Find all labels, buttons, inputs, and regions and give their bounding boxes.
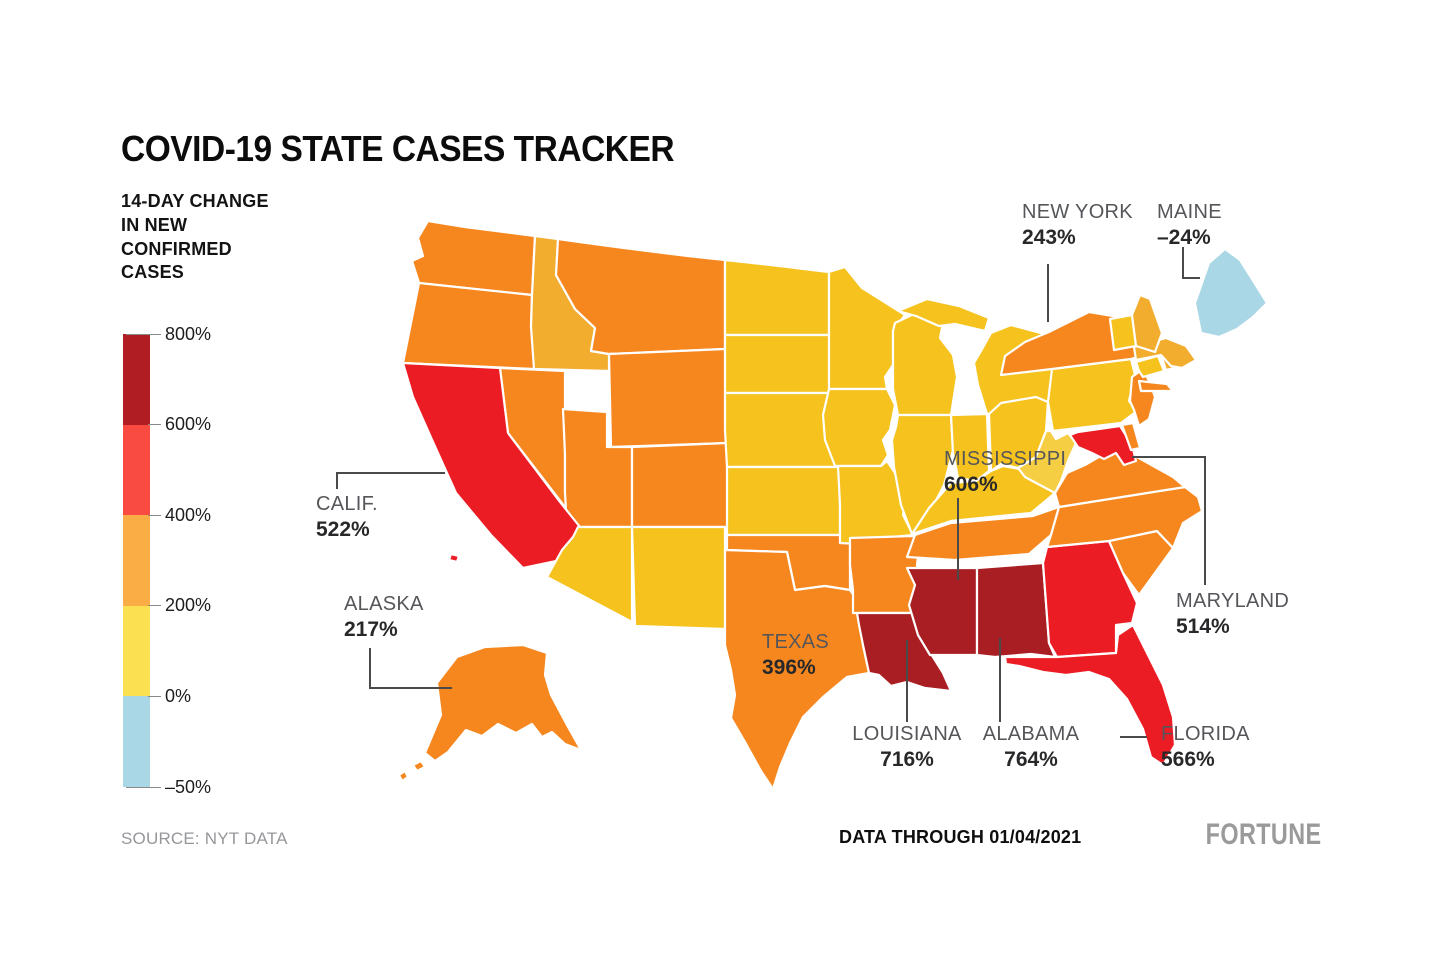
state-new-york[interactable]	[999, 310, 1139, 377]
legend-tick-neg50: –50%	[126, 775, 211, 799]
state-north-dakota[interactable]	[723, 258, 831, 337]
callout-new-york: NEW YORK 243%	[1022, 201, 1133, 250]
legend-title: 14-DAY CHANGE IN NEW CONFIRMED CASES	[121, 190, 269, 285]
callout-state-value: 243%	[1022, 226, 1076, 249]
callout-alaska: ALASKA 217%	[344, 593, 424, 642]
state-iowa[interactable]	[821, 387, 897, 468]
tick-mark	[148, 604, 161, 606]
legend-tick-200: 200%	[148, 593, 211, 617]
callout-state-value: 396%	[762, 656, 816, 679]
callout-lines	[336, 247, 1206, 738]
state-kentucky[interactable]	[910, 457, 1057, 536]
callout-louisiana: LOUISIANA 716%	[845, 723, 969, 772]
legend-tick-0: 0%	[148, 684, 191, 708]
tick-label: –50%	[165, 776, 212, 797]
callout-state-name: NEW YORK	[1022, 201, 1133, 223]
callout-state-value: 716%	[880, 748, 934, 771]
callout-state-value: 217%	[344, 618, 398, 641]
state-north-carolina[interactable]	[1045, 485, 1204, 550]
tick-mark	[148, 695, 161, 697]
legend-title-line: CONFIRMED	[121, 238, 232, 259]
callout-state-name: MAINE	[1157, 201, 1222, 223]
callout-line-maryland	[1132, 456, 1206, 585]
legend-band-0-200	[123, 605, 150, 697]
state-south-dakota[interactable]	[723, 333, 833, 395]
state-california[interactable]	[401, 361, 587, 570]
tick-label: 800%	[165, 323, 212, 344]
callout-state-value: 514%	[1176, 615, 1230, 638]
legend-tick-600: 600%	[148, 412, 211, 436]
data-through-note: DATA THROUGH 01/04/2021	[839, 827, 1082, 847]
callout-state-name: CALIF.	[316, 493, 378, 515]
tick-label: 600%	[165, 413, 212, 434]
legend-color-bar	[123, 334, 150, 787]
state-maine[interactable]	[1193, 247, 1269, 339]
state-nebraska[interactable]	[723, 391, 840, 469]
state-maryland[interactable]	[1068, 424, 1138, 467]
callout-state-value: 606%	[944, 473, 998, 496]
state-pennsylvania[interactable]	[1046, 357, 1139, 433]
source-credit: SOURCE: NYT DATA	[121, 829, 288, 848]
callout-state-value: 566%	[1161, 748, 1215, 771]
state-alaska-island[interactable]	[411, 759, 427, 773]
callout-mississippi: MISSISSIPPI 606%	[944, 448, 1066, 497]
callout-state-name: LOUISIANA	[852, 723, 962, 745]
callout-state-name: MISSISSIPPI	[944, 448, 1067, 470]
state-montana[interactable]	[554, 237, 727, 356]
state-delaware[interactable]	[1120, 421, 1142, 452]
state-wyoming[interactable]	[607, 347, 729, 449]
legend-band-200-400	[123, 515, 150, 606]
tick-mark	[148, 423, 161, 425]
legend-title-line: 14-DAY CHANGE	[121, 191, 269, 211]
callout-state-value: –24%	[1157, 226, 1211, 249]
callout-line-california	[336, 472, 445, 489]
legend-title-line: IN NEW	[121, 214, 188, 235]
state-kansas[interactable]	[725, 465, 846, 537]
tick-label: 200%	[165, 594, 212, 615]
state-new-york-long-island[interactable]	[1137, 379, 1175, 393]
callout-state-name: FLORIDA	[1161, 723, 1250, 745]
callout-florida: FLORIDA 566%	[1161, 723, 1250, 772]
tick-mark	[126, 786, 161, 788]
state-new-hampshire[interactable]	[1130, 293, 1164, 354]
tick-label: 0%	[165, 685, 192, 706]
state-oregon[interactable]	[401, 281, 539, 371]
fortune-logo: FORTUNE	[1205, 818, 1321, 851]
legend-band-neg50-0	[123, 696, 150, 787]
state-michigan-upper[interactable]	[896, 297, 991, 333]
state-california-island[interactable]	[447, 552, 461, 564]
state-new-mexico[interactable]	[630, 525, 727, 631]
callout-state-value: 522%	[316, 518, 370, 541]
state-alaska-island[interactable]	[397, 769, 410, 783]
legend-band-400-600	[123, 424, 150, 516]
tick-mark	[148, 514, 161, 516]
state-florida[interactable]	[1003, 623, 1177, 767]
callout-state-name: MARYLAND	[1176, 590, 1290, 612]
callout-state-value: 764%	[1004, 748, 1058, 771]
callout-maryland: MARYLAND 514%	[1176, 590, 1289, 639]
callout-state-name: TEXAS	[762, 631, 830, 653]
callout-texas: TEXAS 396%	[762, 631, 829, 680]
callout-alabama: ALABAMA 764%	[975, 723, 1087, 772]
legend-tick-400: 400%	[148, 503, 211, 527]
legend-tick-800: 800%	[126, 322, 211, 346]
callout-california: CALIF. 522%	[316, 493, 378, 542]
callout-line-alaska	[369, 648, 452, 689]
state-colorado[interactable]	[630, 441, 731, 529]
callout-line-maine	[1182, 247, 1200, 279]
tick-label: 400%	[165, 504, 212, 525]
callout-state-name: ALASKA	[344, 593, 424, 615]
tick-mark	[126, 333, 161, 335]
legend-title-line: CASES	[121, 262, 185, 283]
callout-state-name: ALABAMA	[982, 723, 1080, 745]
callout-maine: MAINE –24%	[1157, 201, 1222, 250]
state-alaska[interactable]	[423, 643, 583, 763]
legend-band-600-800	[123, 334, 150, 425]
state-wisconsin[interactable]	[891, 311, 959, 417]
page-title: COVID-19 STATE CASES TRACKER	[121, 128, 675, 169]
state-texas[interactable]	[723, 548, 871, 791]
